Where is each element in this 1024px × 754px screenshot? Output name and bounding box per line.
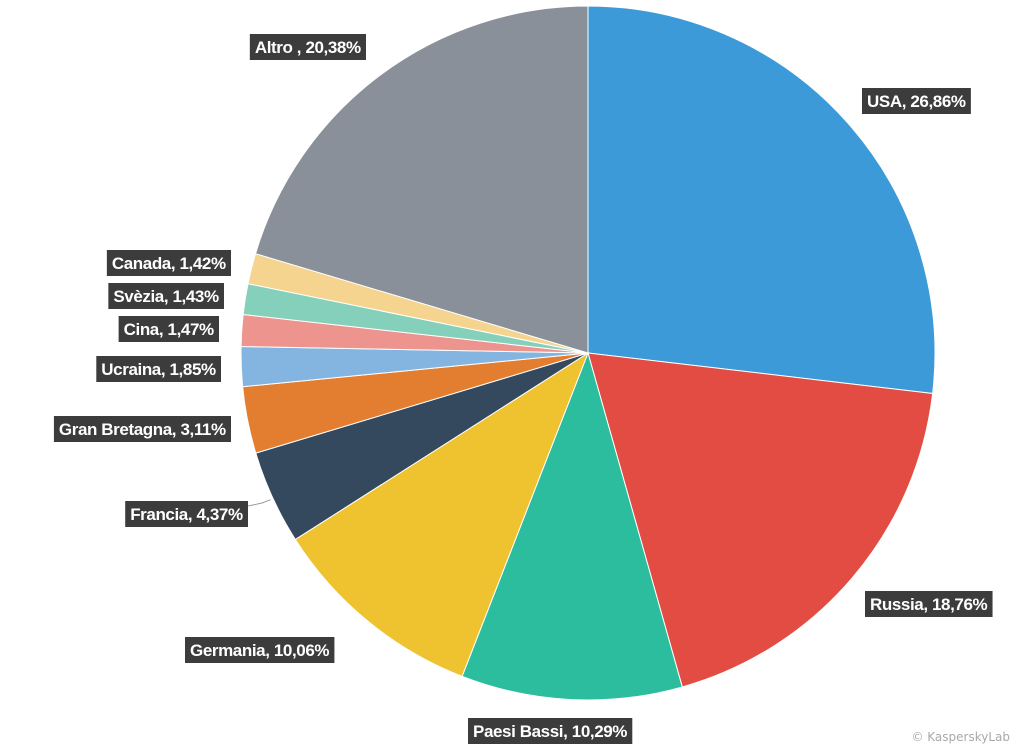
pie-slice-germania xyxy=(294,351,590,677)
slice-label-francia: Francia, 4,37% xyxy=(125,501,248,527)
pie-slice-usa xyxy=(587,5,936,395)
slice-label-box xyxy=(118,316,219,342)
slice-label-box xyxy=(862,88,971,114)
slice-label-text: Canada, 1,42% xyxy=(112,254,226,273)
pie-slice-altro xyxy=(254,5,589,354)
slice-label-text: USA, 26,86% xyxy=(867,92,966,111)
slice-label-paesi-bassi: Paesi Bassi, 10,29% xyxy=(468,718,633,744)
pie-slice-paesi-bassi xyxy=(461,351,683,701)
pie-slice-russia xyxy=(587,352,934,688)
leader-line-francia xyxy=(247,499,271,507)
slice-label-box xyxy=(468,718,633,744)
slice-label-box xyxy=(108,283,224,309)
slice-label-ucraina: Ucraina, 1,85% xyxy=(96,356,221,382)
slice-label-gran-bretagna: Gran Bretagna, 3,11% xyxy=(53,416,231,442)
slice-label-box xyxy=(865,591,993,617)
slice-label-box xyxy=(185,637,335,663)
pie-slices xyxy=(240,5,936,701)
copyright-credit: © KasperskyLab xyxy=(911,730,1010,744)
slice-label-box xyxy=(96,356,221,382)
slice-label-text: Paesi Bassi, 10,29% xyxy=(473,722,627,741)
slice-label-altro: Altro , 20,38% xyxy=(249,34,366,60)
slice-label-canada: Canada, 1,42% xyxy=(106,250,231,276)
slice-label-text: Cina, 1,47% xyxy=(124,320,214,339)
slice-label-svezia: Svèzia, 1,43% xyxy=(108,283,224,309)
label-leader-lines xyxy=(247,499,271,507)
slice-label-germania: Germania, 10,06% xyxy=(185,637,335,663)
slice-label-box xyxy=(125,501,248,527)
slice-label-text: Gran Bretagna, 3,11% xyxy=(59,420,226,439)
slice-label-box xyxy=(249,34,366,60)
slice-label-text: Francia, 4,37% xyxy=(130,505,243,524)
slice-label-text: Svèzia, 1,43% xyxy=(113,287,219,306)
slice-label-usa: USA, 26,86% xyxy=(862,88,971,114)
slice-label-box xyxy=(53,416,231,442)
slice-label-russia: Russia, 18,76% xyxy=(865,591,993,617)
slice-label-text: Altro , 20,38% xyxy=(255,38,361,57)
pie-labels: USA, 26,86% Russia, 18,76% Paesi Bassi, 10… xyxy=(53,34,993,744)
slice-label-text: Russia, 18,76% xyxy=(870,595,988,614)
slice-label-text: Germania, 10,06% xyxy=(190,641,329,660)
slice-label-text: Ucraina, 1,85% xyxy=(101,360,216,379)
slice-label-box xyxy=(106,250,231,276)
slice-label-cina: Cina, 1,47% xyxy=(118,316,219,342)
